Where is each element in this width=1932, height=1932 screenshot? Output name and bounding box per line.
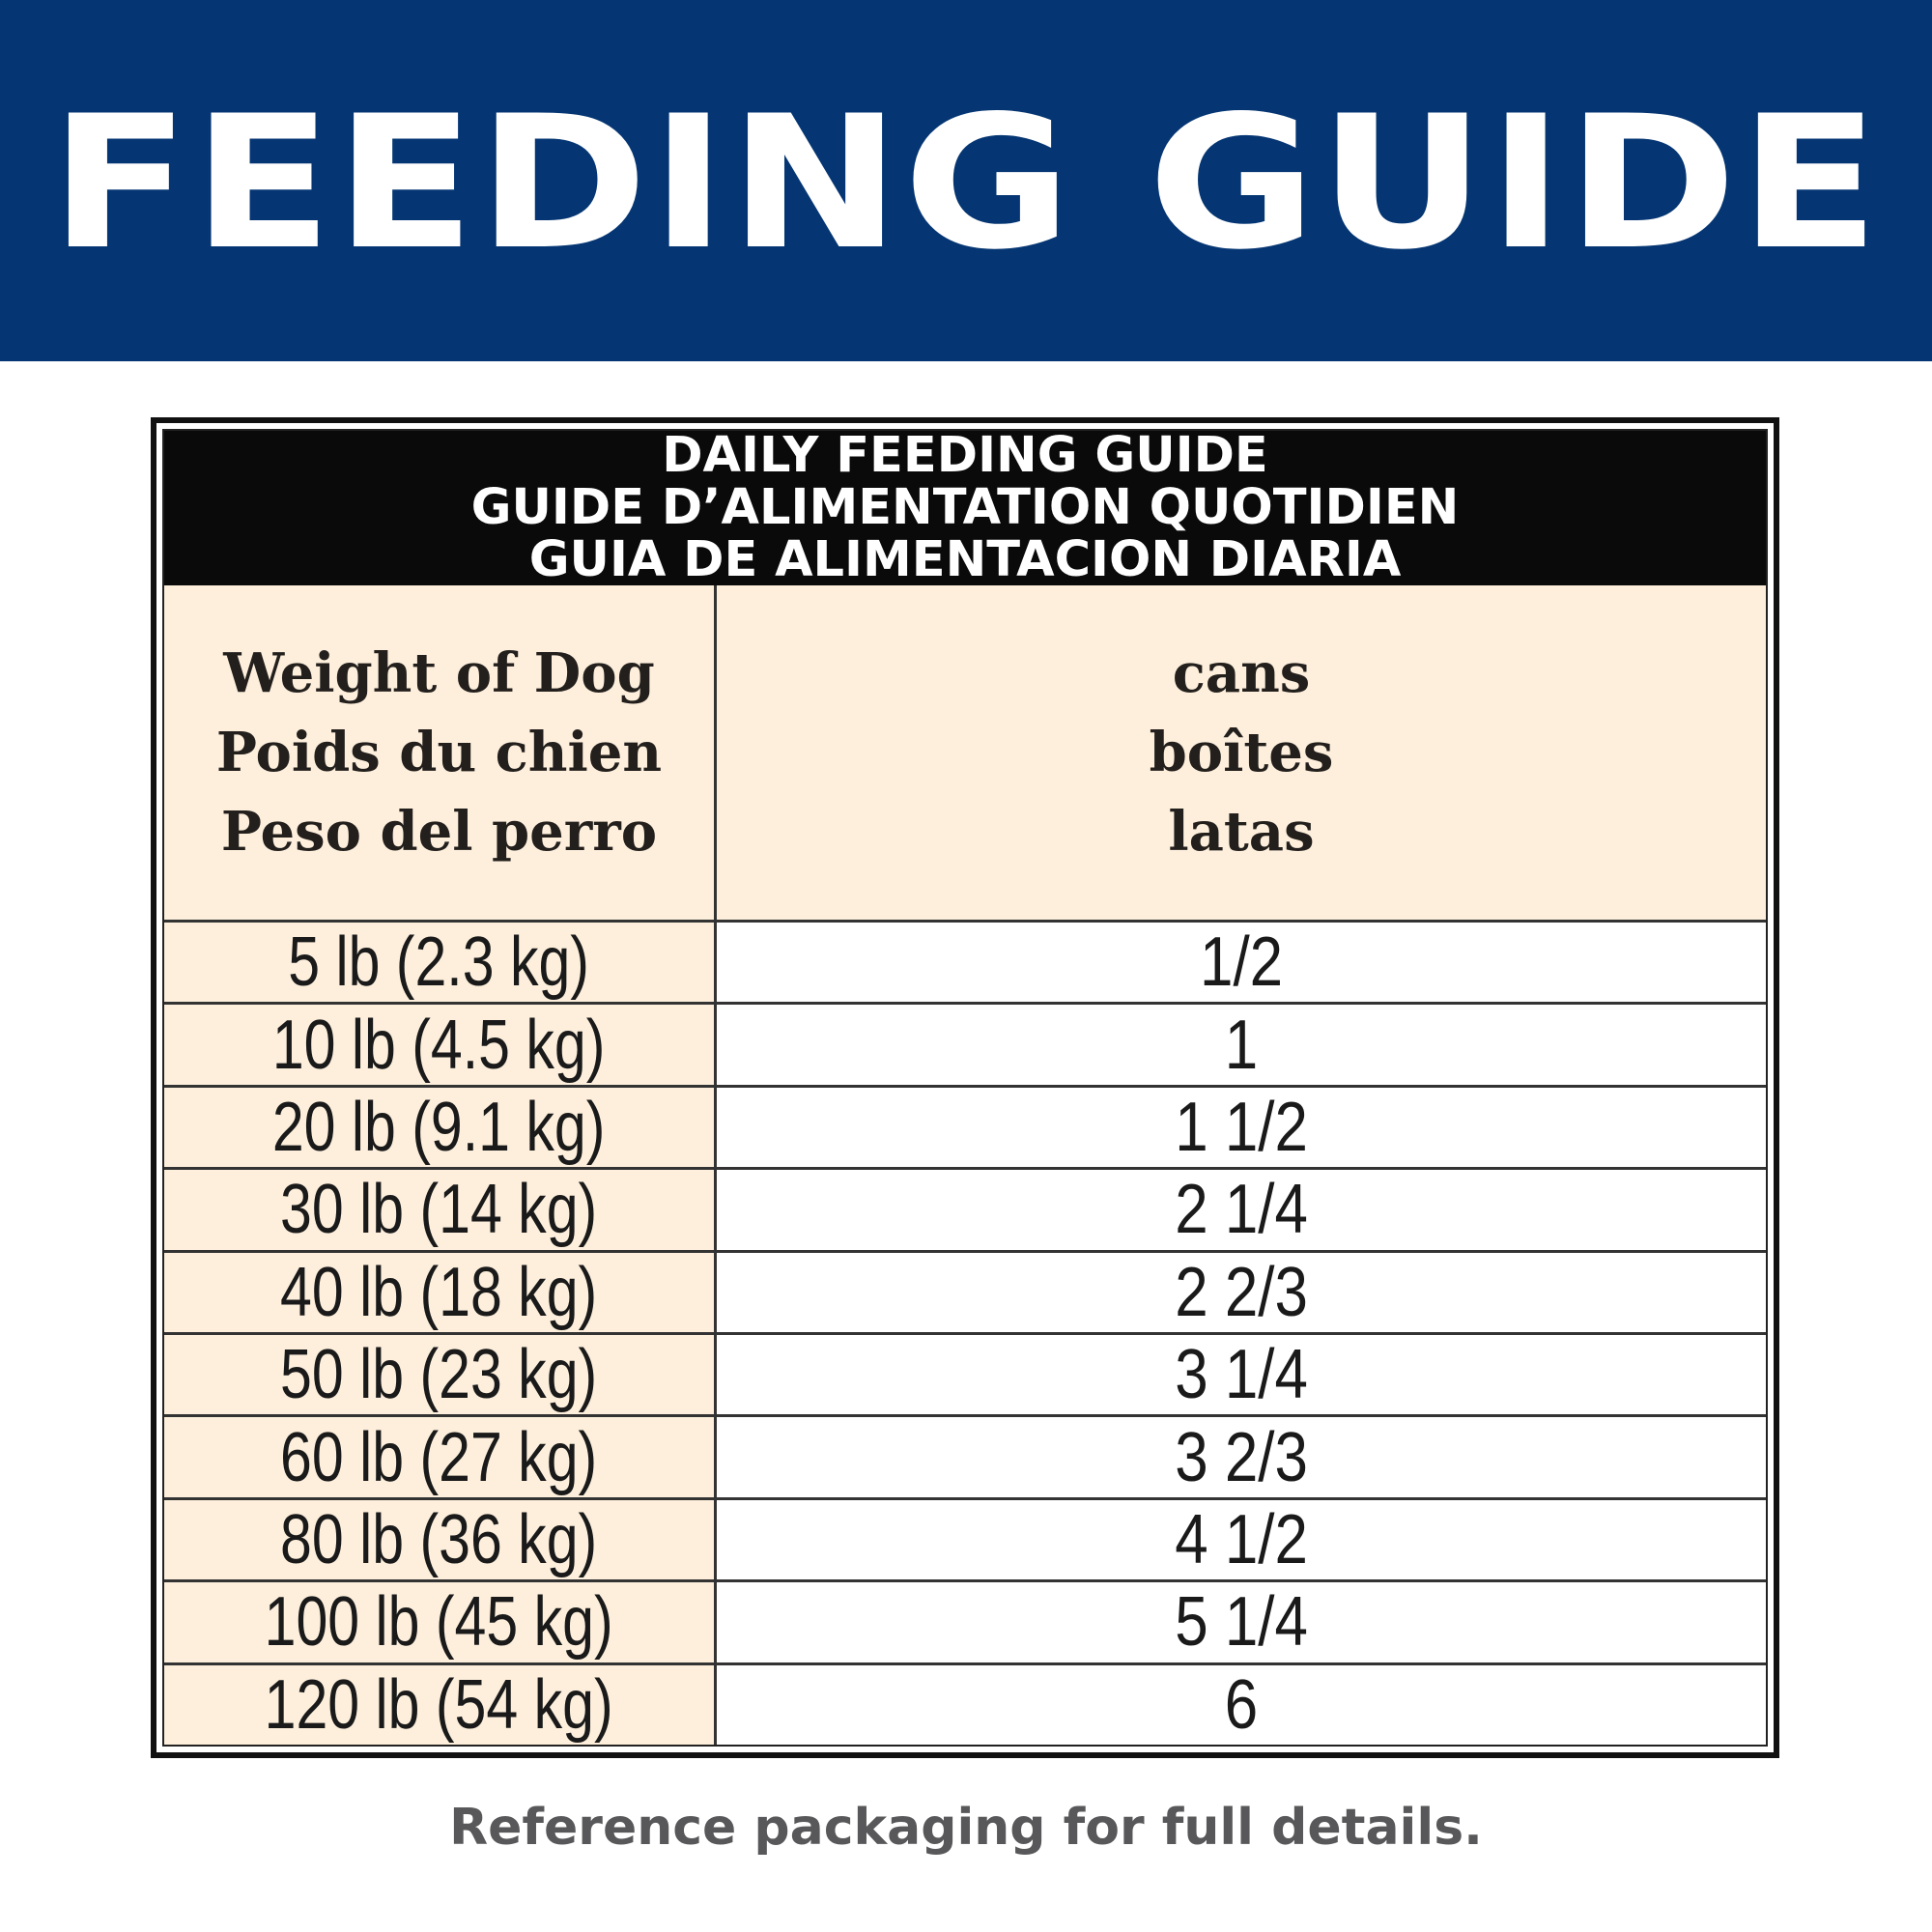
cans-cell: 6 <box>717 1664 1766 1746</box>
cans-header-fr: boîtes <box>1149 721 1334 784</box>
weight-value: 5 lb (2.3 kg) <box>288 923 590 1002</box>
feeding-table-inner: DAILY FEEDING GUIDE GUIDE D’ALIMENTATION… <box>162 429 1768 1747</box>
table-title-es: GUIA DE ALIMENTACION DIARIA <box>528 531 1402 588</box>
weight-value: 20 lb (9.1 kg) <box>272 1089 606 1167</box>
cans-value: 5 1/4 <box>1175 1583 1308 1662</box>
weight-value: 80 lb (36 kg) <box>280 1501 598 1579</box>
cans-cell: 2 2/3 <box>717 1252 1766 1333</box>
weight-value: 40 lb (18 kg) <box>280 1253 598 1331</box>
weight-value: 10 lb (4.5 kg) <box>272 1006 606 1084</box>
feeding-table: DAILY FEEDING GUIDE GUIDE D’ALIMENTATION… <box>151 417 1779 1758</box>
cans-value: 1 <box>1224 1006 1259 1084</box>
weight-cell: 20 lb (9.1 kg) <box>164 1087 717 1168</box>
cans-cell: 5 1/4 <box>717 1582 1766 1662</box>
cans-cell: 2 1/4 <box>717 1170 1766 1250</box>
weight-value: 30 lb (14 kg) <box>280 1171 598 1249</box>
weight-value: 120 lb (54 kg) <box>264 1665 614 1744</box>
weight-cell: 30 lb (14 kg) <box>164 1170 717 1250</box>
table-row: 60 lb (27 kg) 3 2/3 <box>164 1417 1766 1500</box>
cans-value: 6 <box>1224 1665 1259 1744</box>
weight-cell: 60 lb (27 kg) <box>164 1417 717 1497</box>
cans-cell: 4 1/2 <box>717 1499 1766 1580</box>
weight-value: 100 lb (45 kg) <box>264 1583 614 1662</box>
weight-header-en: Weight of Dog <box>223 641 655 705</box>
cans-cell: 1 1/2 <box>717 1087 1766 1168</box>
cans-value: 2 2/3 <box>1175 1253 1308 1331</box>
cans-value: 1/2 <box>1199 923 1284 1002</box>
cans-cell: 1/2 <box>717 923 1766 1003</box>
table-row: 40 lb (18 kg) 2 2/3 <box>164 1252 1766 1336</box>
table-body: 5 lb (2.3 kg) 1/2 10 lb (4.5 kg) 1 20 lb… <box>164 923 1766 1746</box>
weight-value: 50 lb (23 kg) <box>280 1336 598 1414</box>
cans-column-header: cans boîtes latas <box>717 585 1766 920</box>
cans-value: 3 1/4 <box>1175 1336 1308 1414</box>
table-row: 120 lb (54 kg) 6 <box>164 1664 1766 1746</box>
weight-column-header: Weight of Dog Poids du chien Peso del pe… <box>164 585 717 920</box>
cans-value: 3 2/3 <box>1175 1418 1308 1496</box>
table-row: 30 lb (14 kg) 2 1/4 <box>164 1170 1766 1253</box>
weight-cell: 50 lb (23 kg) <box>164 1335 717 1415</box>
weight-cell: 120 lb (54 kg) <box>164 1664 717 1746</box>
weight-value: 60 lb (27 kg) <box>280 1418 598 1496</box>
table-header-row: Weight of Dog Poids du chien Peso del pe… <box>164 585 1766 923</box>
weight-cell: 100 lb (45 kg) <box>164 1582 717 1662</box>
table-title-fr: GUIDE D’ALIMENTATION QUOTIDIEN <box>470 479 1460 536</box>
weight-cell: 5 lb (2.3 kg) <box>164 923 717 1003</box>
cans-cell: 1 <box>717 1005 1766 1085</box>
table-title-en: DAILY FEEDING GUIDE <box>662 427 1268 484</box>
table-row: 80 lb (36 kg) 4 1/2 <box>164 1499 1766 1583</box>
table-title-bar: DAILY FEEDING GUIDE GUIDE D’ALIMENTATION… <box>164 427 1766 588</box>
table-row: 20 lb (9.1 kg) 1 1/2 <box>164 1087 1766 1171</box>
weight-header-es: Peso del perro <box>220 800 658 864</box>
cans-header-es: latas <box>1168 800 1315 864</box>
page-title: FEEDING GUIDE <box>49 76 1883 290</box>
table-row: 10 lb (4.5 kg) 1 <box>164 1005 1766 1088</box>
footer-note: Reference packaging for full details. <box>449 1799 1483 1857</box>
table-row: 50 lb (23 kg) 3 1/4 <box>164 1335 1766 1418</box>
cans-cell: 3 2/3 <box>717 1417 1766 1497</box>
cans-cell: 3 1/4 <box>717 1335 1766 1415</box>
header-banner: FEEDING GUIDE <box>0 0 1932 361</box>
weight-cell: 80 lb (36 kg) <box>164 1499 717 1580</box>
cans-value: 1 1/2 <box>1175 1089 1308 1167</box>
weight-header-fr: Poids du chien <box>215 721 663 784</box>
cans-value: 4 1/2 <box>1175 1501 1308 1579</box>
cans-header-en: cans <box>1172 641 1311 705</box>
table-row: 5 lb (2.3 kg) 1/2 <box>164 923 1766 1006</box>
weight-cell: 40 lb (18 kg) <box>164 1252 717 1333</box>
weight-cell: 10 lb (4.5 kg) <box>164 1005 717 1085</box>
table-row: 100 lb (45 kg) 5 1/4 <box>164 1582 1766 1665</box>
cans-value: 2 1/4 <box>1175 1171 1308 1249</box>
